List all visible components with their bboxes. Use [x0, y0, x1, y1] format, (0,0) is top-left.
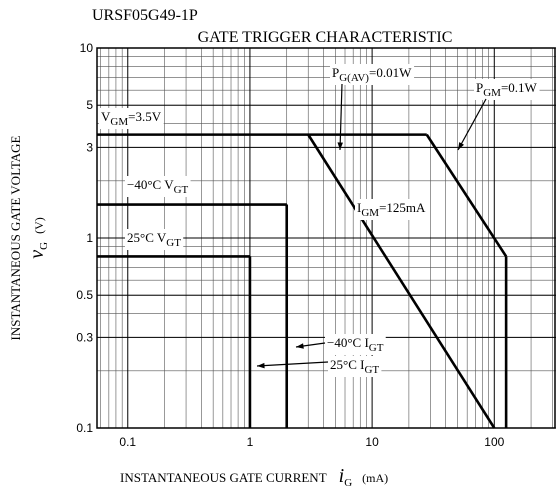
annotation-label: −40°C VGT	[127, 177, 189, 196]
label-part: P	[332, 65, 339, 80]
label-part: −40°C I	[327, 335, 369, 350]
label-part: G(AV)	[339, 72, 369, 84]
arrow-head	[458, 142, 465, 150]
annotation: 25°C IGT	[256, 356, 382, 377]
annotation: 25°C VGT	[125, 229, 184, 250]
label-bg	[355, 199, 429, 220]
annotation-label: −40°C IGT	[327, 335, 384, 354]
y-tick-label: 0.1	[76, 421, 93, 435]
annotation: VGM=3.5V	[99, 108, 164, 129]
arrow-head	[337, 142, 343, 150]
annotation: PG(AV)=0.01W	[330, 64, 415, 151]
annotation-label: VGM=3.5V	[101, 109, 162, 128]
x-tick-label: 1	[247, 435, 254, 449]
arrow-head	[257, 362, 265, 369]
arrow-line	[457, 98, 487, 151]
label-part: GT	[364, 364, 379, 376]
x-tick-label: 100	[484, 435, 504, 449]
y-axis-symbol: vG (V)	[26, 217, 50, 259]
label-part: GM	[361, 207, 379, 219]
annotation: IGM=125mA	[355, 199, 429, 220]
label-part: GM	[483, 87, 501, 99]
annotation-label: 25°C IGT	[330, 357, 379, 376]
annotation: −40°C VGT	[125, 176, 191, 197]
annotation-label: PG(AV)=0.01W	[332, 65, 412, 84]
label-part: GT	[369, 342, 384, 354]
label-part: (mA)	[362, 471, 388, 485]
label-part: =125mA	[379, 200, 426, 215]
label-part: i	[339, 465, 345, 487]
label-part: 25°C V	[127, 230, 167, 245]
y-tick-label: 5	[86, 98, 93, 112]
label-part: GT	[166, 237, 181, 249]
boundary-line	[425, 133, 508, 258]
label-bg	[474, 79, 540, 100]
label-bg	[125, 176, 191, 197]
label-part: I	[357, 200, 361, 215]
arrow-line	[256, 361, 329, 367]
x-tick-label: 10	[365, 435, 379, 449]
y-axis-label: INSTANTANEOUS GATE VOLTAGE	[8, 136, 23, 341]
label-bg	[328, 356, 382, 377]
chart-title: URSF05G49-1P	[92, 7, 198, 24]
label-part: P	[476, 80, 483, 95]
annotation: PGM=0.1W	[457, 79, 540, 151]
label-part: GT	[174, 184, 189, 196]
annotation-label: PGM=0.1W	[476, 80, 538, 99]
label-part: (V)	[32, 217, 46, 234]
label-part: G	[38, 242, 50, 250]
label-bg	[330, 64, 415, 85]
y-tick-label: 0.3	[76, 330, 93, 344]
y-tick-label: 10	[80, 41, 94, 55]
label-part: =0.01W	[369, 65, 412, 80]
chart-subtitle: GATE TRIGGER CHARACTERISTIC	[198, 29, 453, 46]
label-bg	[325, 334, 386, 355]
plot-frame	[96, 47, 556, 429]
label-part: G	[344, 477, 352, 489]
x-tick-label: 0.1	[119, 435, 136, 449]
annotation-label: 25°C VGT	[127, 230, 181, 249]
boundary-line	[307, 133, 496, 429]
annotation-label: IGM=125mA	[357, 200, 426, 219]
y-tick-label: 3	[86, 140, 93, 154]
x-axis-label: INSTANTANEOUS GATE CURRENT iG (mA)	[120, 465, 388, 489]
label-bg	[125, 229, 184, 250]
label-part: −40°C V	[127, 177, 174, 192]
label-part: 25°C I	[330, 357, 364, 372]
label-bg	[99, 108, 164, 129]
y-tick-label: 1	[86, 231, 93, 245]
y-tick-label: 0.5	[76, 288, 93, 302]
annotation: −40°C IGT	[295, 334, 386, 355]
label-part: INSTANTANEOUS GATE CURRENT	[120, 470, 327, 485]
label-part: v	[26, 250, 48, 259]
arrow-head	[296, 343, 304, 349]
label-part: =0.1W	[501, 80, 538, 95]
arrow-line	[339, 83, 343, 151]
label-part: =3.5V	[128, 109, 162, 124]
label-part: GM	[110, 116, 128, 128]
label-part: V	[101, 109, 111, 124]
